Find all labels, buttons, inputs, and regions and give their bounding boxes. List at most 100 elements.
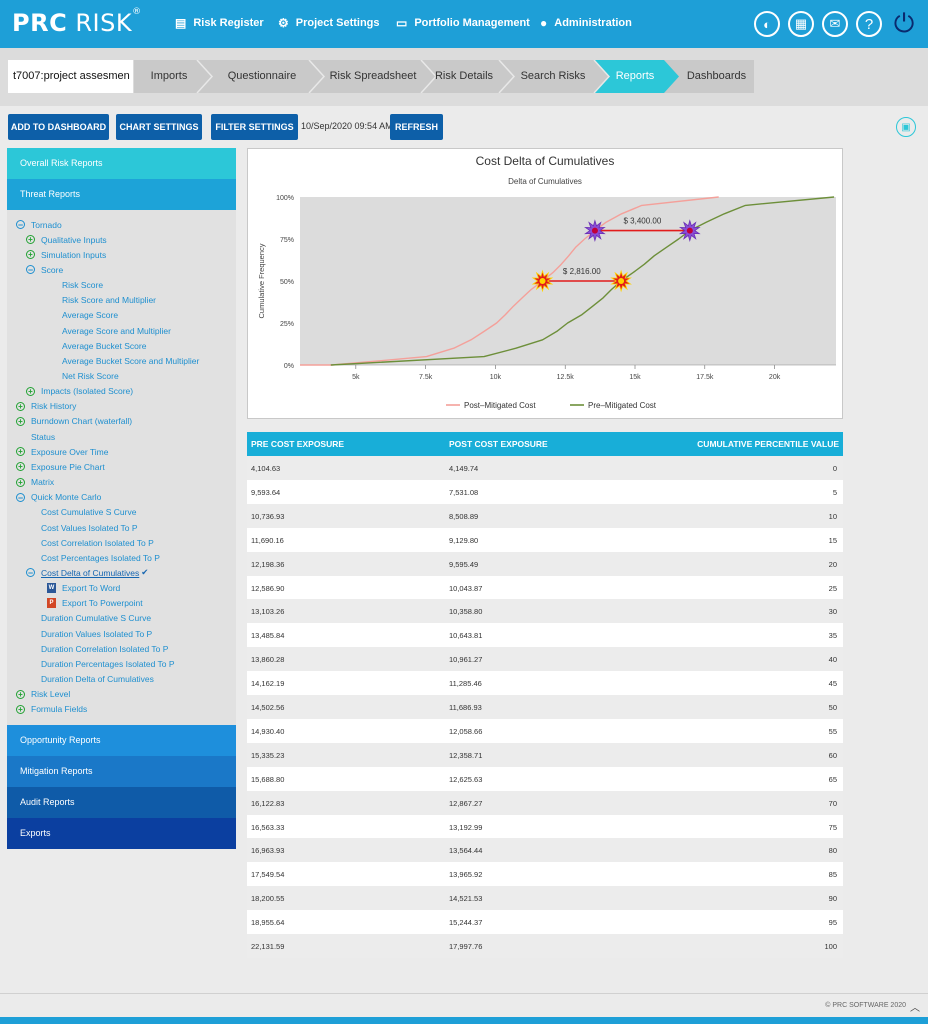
crumb-questionnaire[interactable]: Questionnaire [227,70,297,82]
tree-item[interactable]: Cost Values Isolated To P [26,520,138,535]
star-center [686,227,693,234]
tree-item[interactable]: Duration Percentages Isolated To P [26,656,175,671]
table-cell: 60 [828,750,837,760]
toggle-icon[interactable]: ◐ [754,11,780,37]
tree-item[interactable]: + Exposure Pie Chart [16,459,105,474]
tree-item-label: Average Score [62,310,119,321]
section-opportunity-reports[interactable]: Opportunity Reports [7,725,236,756]
expand-icon[interactable]: + [26,386,35,396]
tree-item[interactable]: Average Bucket Score [47,338,146,353]
tree-item[interactable]: − Quick Monte Carlo [16,490,101,505]
table-cell: 14,930.40 [251,726,285,736]
crumb-imports[interactable]: Imports [150,70,188,82]
expand-icon[interactable]: + [16,462,25,472]
section-audit-reports[interactable]: Audit Reports [7,787,236,818]
tree-item[interactable]: Duration Delta of Cumulatives [26,672,154,687]
table-cell: 10,043.87 [449,583,483,593]
collapse-icon[interactable]: − [26,265,35,276]
series-line-0 [300,196,719,366]
section-threat-reports[interactable]: Threat Reports [7,179,236,210]
mail-icon[interactable]: ✉ [822,11,848,37]
tree-item[interactable]: Status [16,429,55,444]
nav-portfolio-management[interactable]: ▭ Portfolio Management [396,16,530,30]
delta-cumulatives-chart: Cost Delta of Cumulatives Delta of Cumula… [257,154,836,410]
table-cell: 13,965.92 [449,870,483,880]
expand-icon[interactable]: + [16,689,25,699]
crumb-dashboards[interactable]: Dashboards [686,70,747,82]
x-tick-label: 5k [352,374,360,381]
expand-icon[interactable]: + [16,447,25,457]
tree-item[interactable]: P Export To Powerpoint [47,596,143,611]
tree-item[interactable]: Cost Cumulative S Curve [26,505,136,520]
table-cell: 75 [828,822,837,832]
chart-panel: Cost Delta of Cumulatives Delta of Cumula… [247,148,843,419]
header-percentile: CUMULATIVE PERCENTILE VALUE [697,439,839,449]
collapse-icon[interactable]: − [16,220,25,230]
expand-icon[interactable]: + [26,250,35,260]
tree-item[interactable]: Net Risk Score [47,369,119,384]
nav-project-settings[interactable]: ⚙ Project Settings [278,16,380,30]
tree-item[interactable]: + Risk History [16,399,76,414]
tree-item[interactable]: Duration Cumulative S Curve [26,611,151,626]
table-cell: 8,508.89 [449,511,479,521]
tree-item[interactable]: Average Bucket Score and Multiplier [47,353,199,368]
nav-risk-register[interactable]: ▤ Risk Register [175,16,264,30]
app-logo[interactable]: PRC RISK® [12,7,142,37]
tree-item[interactable]: + Simulation Inputs [26,247,106,262]
crumb-risk-spreadsheet[interactable]: Risk Spreadsheet [329,70,417,82]
tree-item[interactable]: Duration Correlation Isolated To P [26,641,168,656]
tree-item[interactable]: Average Score [47,308,118,323]
expand-icon[interactable]: + [16,704,25,714]
calendar-icon[interactable]: ▦ [788,11,814,37]
tree-item[interactable]: Duration Values Isolated To P [26,626,152,641]
collapse-icon[interactable]: − [26,568,35,579]
tree-item[interactable]: Risk Score [47,278,103,293]
powerpoint-file-icon: P [47,598,56,609]
table-cell: 18,955.64 [251,918,285,928]
table-cell: 11,686.93 [449,703,482,712]
crumb-risk-details[interactable]: Risk Details [434,70,494,82]
tree-item-label: Cost Values Isolated To P [41,522,138,533]
power-icon[interactable]: ⏻ [893,8,915,38]
dashboard-icon[interactable]: ▣ [896,117,916,137]
help-icon[interactable]: ? [856,11,882,37]
crumb-reports[interactable]: Reports [615,70,655,82]
chevron-up-icon[interactable]: ︿ [910,1003,920,1014]
y-axis-label: Cumulative Frequency [257,243,266,318]
expand-icon[interactable]: + [26,235,35,245]
tree-item[interactable]: W Export To Word [47,581,120,596]
tree-item[interactable]: + Qualitative Inputs [26,232,107,247]
add-to-dashboard-button[interactable]: ADD TO DASHBOARD [8,114,109,140]
tree-item[interactable]: + Impacts (Isolated Score) [26,384,133,399]
x-tick-label: 12.5k [557,374,575,381]
tree-item[interactable]: + Matrix [16,475,54,490]
tree-item[interactable]: + Risk Level [16,687,70,702]
tree-item-label: Score [41,264,64,275]
chart-settings-button[interactable]: CHART SETTINGS [116,114,202,140]
section-overall-risk-reports[interactable]: Overall Risk Reports [7,148,236,179]
tree-item[interactable]: Cost Correlation Isolated To P [26,535,154,550]
tree-item[interactable]: + Burndown Chart (waterfall) [16,414,132,429]
tree-item[interactable]: − Score [26,262,63,277]
section-exports[interactable]: Exports [7,818,236,849]
expand-icon[interactable]: + [16,477,25,487]
expand-icon[interactable]: + [16,416,25,426]
table-row: 22,131.59 17,997.76 100 [247,934,843,958]
refresh-button[interactable]: REFRESH [390,114,443,140]
tree-item[interactable]: Risk Score and Multiplier [47,293,156,308]
collapse-icon[interactable]: − [16,492,25,503]
breadcrumb-arrows [196,60,679,93]
nav-administration[interactable]: ● Administration [540,16,632,30]
tree-item[interactable]: Average Score and Multiplier [47,323,171,338]
tree-item[interactable]: + Exposure Over Time [16,444,108,459]
section-mitigation-reports[interactable]: Mitigation Reports [7,756,236,787]
tree-item[interactable]: + Formula Fields [16,702,87,717]
tree-item[interactable]: Cost Percentages Isolated To P [26,550,160,565]
expand-icon[interactable]: + [16,401,25,411]
tree-item[interactable]: − Cost Delta of Cumulatives ✔ [26,565,148,580]
tree-item[interactable]: − Tornado [16,217,62,232]
table-cell: 5 [832,487,837,497]
crumb-search-risks[interactable]: Search Risks [520,70,586,82]
table-cell: 100 [824,942,837,951]
filter-settings-button[interactable]: FILTER SETTINGS [211,114,298,140]
